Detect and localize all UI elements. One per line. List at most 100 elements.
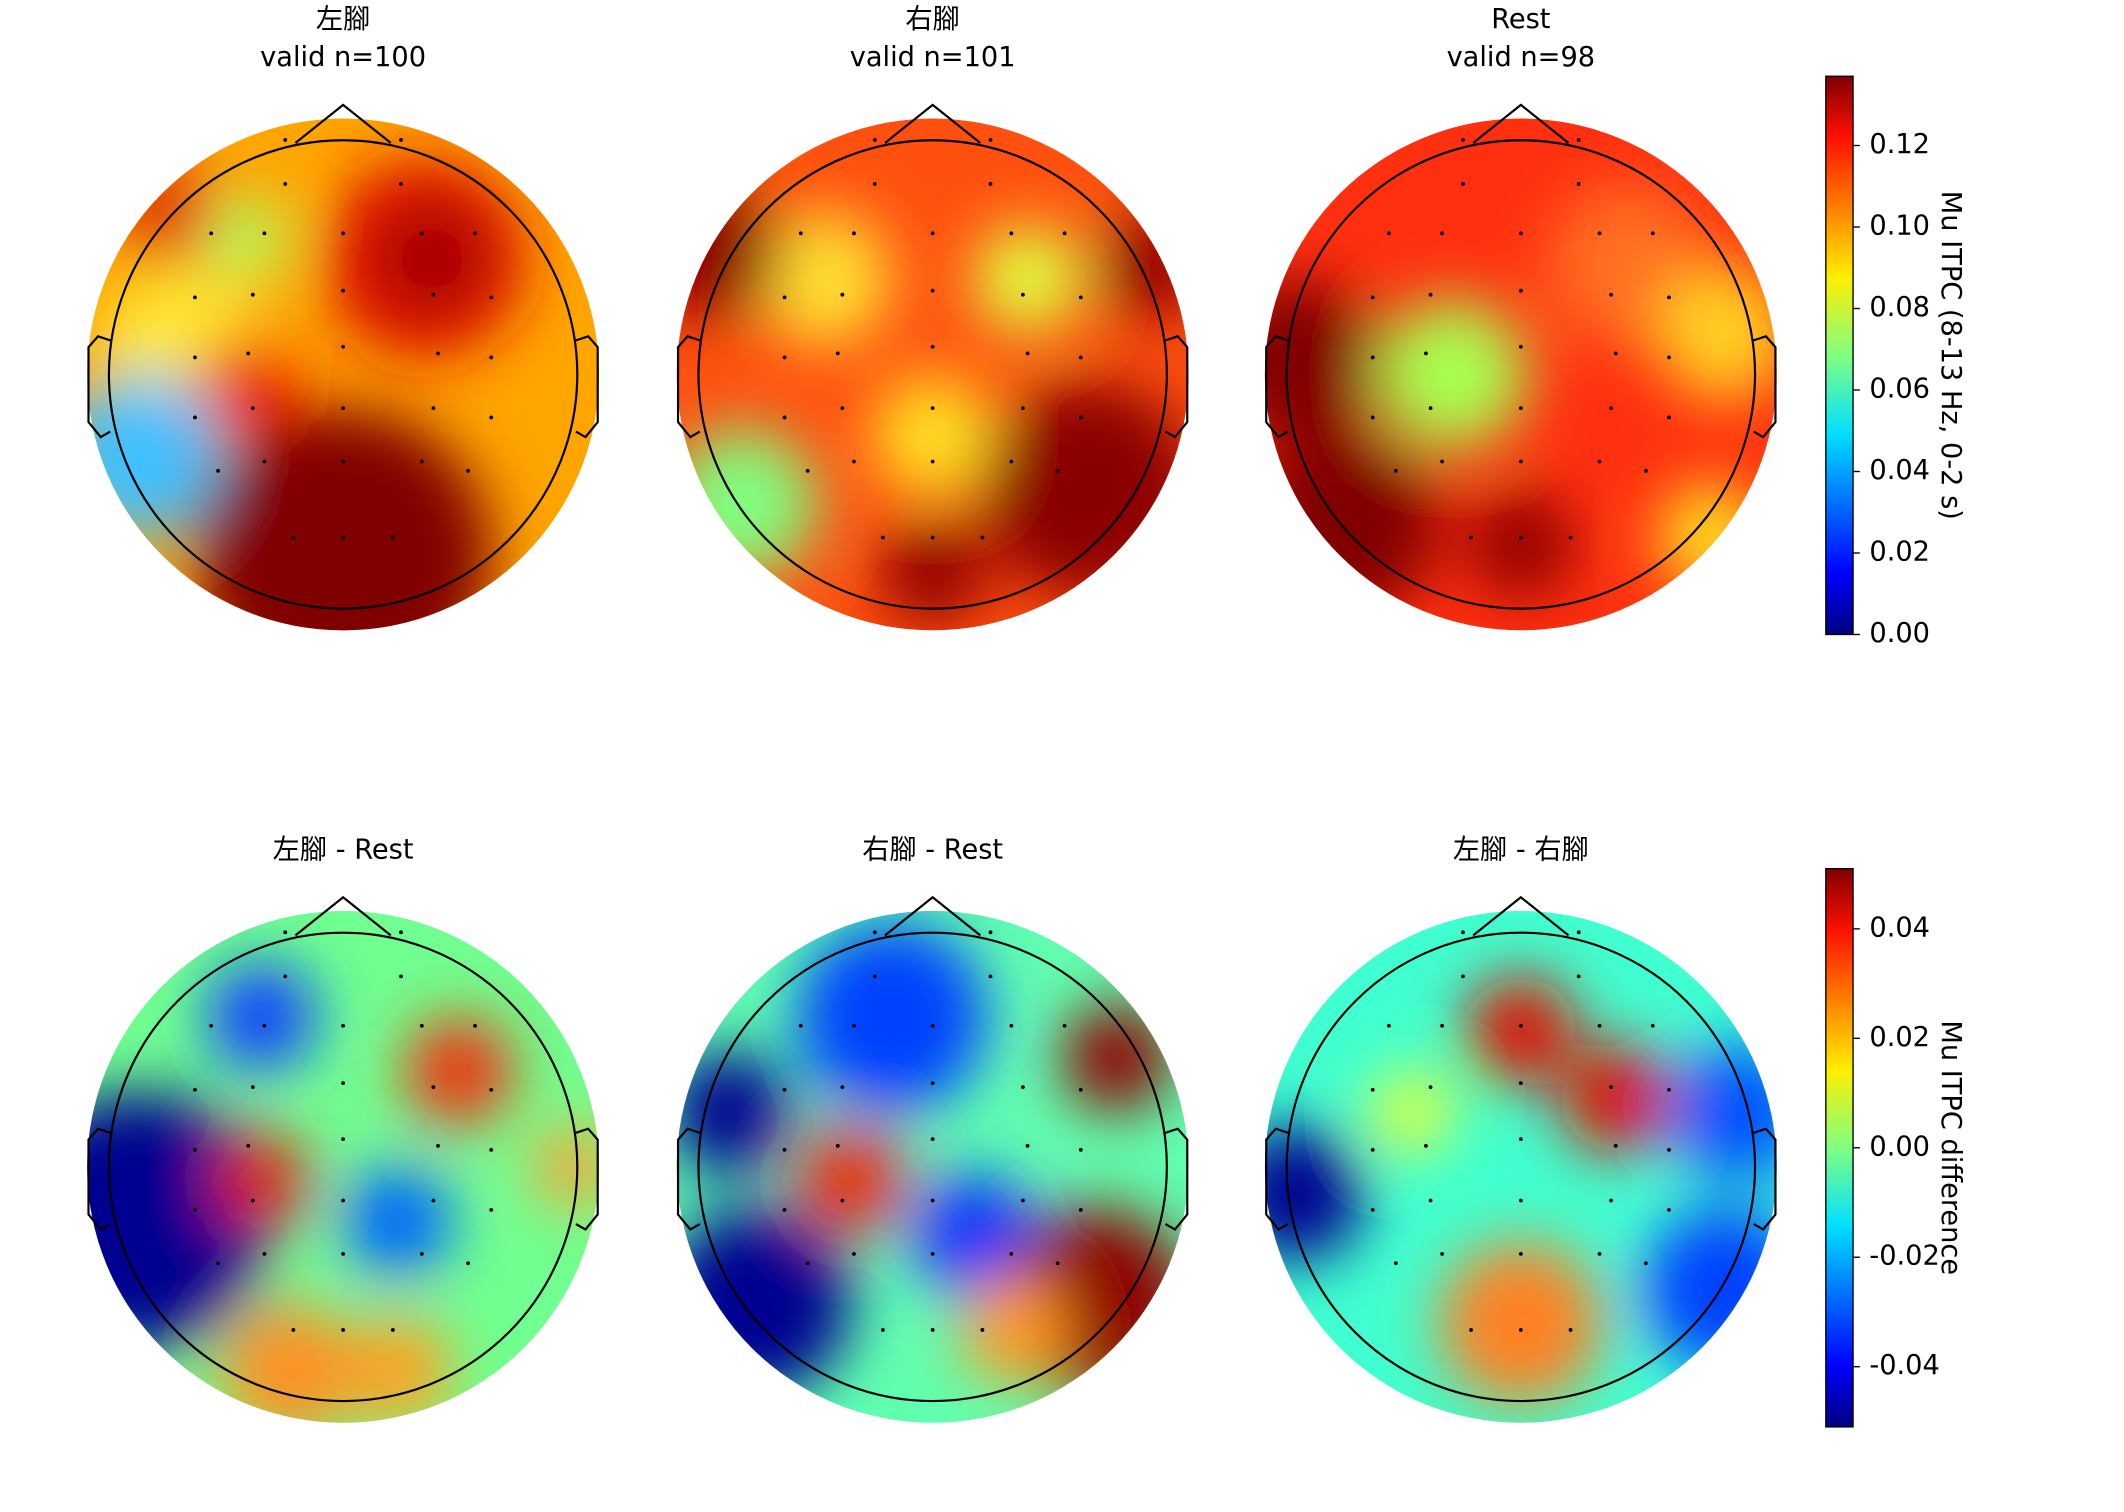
electrode [341, 1081, 346, 1086]
electrode [1469, 535, 1473, 540]
electrode [1597, 1251, 1602, 1256]
electrode [489, 1207, 494, 1212]
electrode [1518, 1081, 1523, 1086]
electrode [1370, 295, 1375, 300]
electrode [262, 1251, 267, 1256]
electrode [782, 295, 787, 300]
electrode [835, 1143, 840, 1148]
electrode [1428, 292, 1433, 297]
field-blob [1656, 483, 1766, 593]
electrode [1609, 406, 1614, 411]
electrode [209, 1023, 214, 1028]
field-blob [1561, 1044, 1671, 1154]
electrode [1461, 930, 1465, 935]
electrode [431, 406, 436, 411]
field-blob [1264, 1125, 1365, 1263]
electrode [489, 1087, 494, 1092]
electrode [419, 1251, 424, 1256]
electrode [283, 974, 288, 979]
electrode [1021, 406, 1025, 411]
electrode [872, 182, 877, 186]
electrode [805, 468, 810, 473]
tick-label: 0.08 [1869, 292, 1930, 323]
head [697, 931, 1168, 1403]
electrode [1370, 415, 1375, 420]
electrode [216, 468, 221, 473]
field [1264, 910, 1777, 1423]
field-blob [980, 381, 1189, 600]
electrode [1576, 974, 1581, 979]
electrode [1062, 231, 1067, 236]
tick-label: -0.04 [1869, 1350, 1939, 1381]
electrode [1440, 231, 1445, 236]
electrode [1440, 459, 1445, 464]
ear [1265, 1127, 1289, 1231]
electrode [466, 468, 471, 473]
field [1264, 118, 1777, 631]
electrode [930, 288, 935, 293]
field-blob [343, 1316, 453, 1423]
ear [1164, 335, 1189, 439]
electrode [1568, 535, 1573, 540]
electrode [840, 292, 845, 297]
electrode [880, 535, 885, 540]
field-blob [676, 1051, 790, 1174]
electrode [341, 459, 346, 464]
colorbar [1825, 867, 1854, 1428]
electrode [390, 1328, 395, 1332]
nose [294, 103, 392, 144]
field-blob [1643, 1207, 1777, 1372]
electrode [930, 535, 935, 540]
electrode [980, 535, 985, 540]
electrode [872, 930, 877, 935]
tick-label: 0.12 [1869, 129, 1930, 160]
nose [884, 895, 981, 937]
map-title: 右腳 [905, 4, 959, 35]
electrode [1667, 1207, 1671, 1212]
map-title: 右腳 - Rest [862, 834, 1003, 865]
electrode [489, 415, 494, 420]
electrode [1078, 355, 1083, 360]
electrode [852, 1251, 856, 1256]
electrode [1518, 459, 1523, 464]
electrode [930, 1081, 935, 1086]
map-title: Rest [1491, 4, 1551, 35]
electrode [209, 231, 214, 236]
ear [1265, 335, 1289, 439]
electrode [431, 1198, 436, 1203]
electrode [1576, 182, 1581, 186]
field-blob [676, 1207, 851, 1399]
electrode [291, 535, 296, 540]
electrode [840, 1198, 845, 1203]
ear [676, 335, 701, 439]
electrode [431, 1085, 436, 1090]
electrode [930, 406, 935, 411]
electrode [419, 459, 424, 464]
field-blob [404, 1017, 514, 1126]
map-subtitle: valid n=98 [1447, 42, 1596, 73]
electrode [988, 182, 993, 186]
ear [1753, 1127, 1777, 1231]
electrode [473, 1023, 477, 1028]
field-blob [973, 224, 1083, 334]
electrode [1518, 535, 1523, 540]
electrode [473, 231, 477, 236]
electrode [930, 459, 935, 464]
electrode [1424, 351, 1428, 356]
field-blob [377, 204, 487, 314]
electrode [930, 1023, 935, 1028]
head [107, 931, 579, 1403]
electrode [988, 974, 993, 979]
electrode [1613, 351, 1618, 356]
field-blob [206, 197, 289, 280]
electrode [1021, 1085, 1025, 1090]
field-blob [676, 428, 817, 579]
electrode [798, 231, 803, 236]
electrode [930, 1328, 935, 1332]
electrode [1440, 1251, 1445, 1256]
electrode [782, 415, 787, 420]
ear [1164, 1127, 1189, 1231]
ear [87, 1127, 111, 1231]
electrode [1518, 231, 1523, 236]
electrode [262, 231, 267, 236]
